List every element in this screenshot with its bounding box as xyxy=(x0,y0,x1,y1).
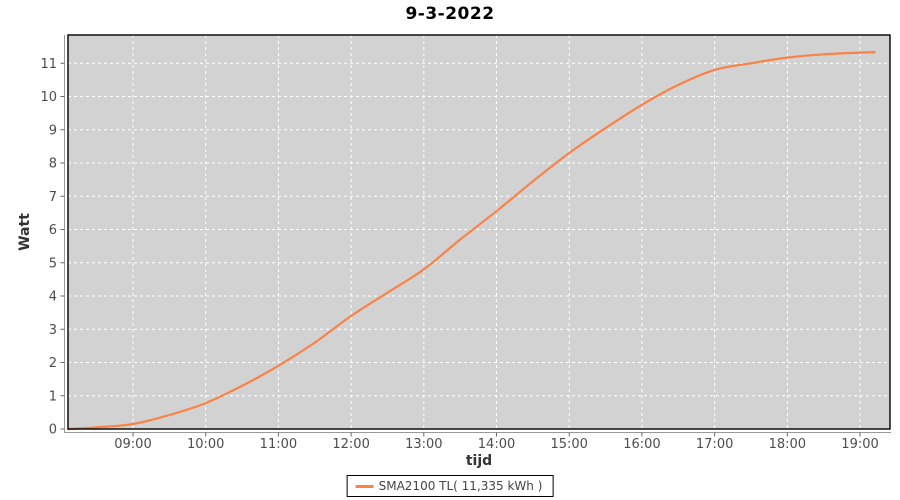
plot-area: 0 1 2 3 4 5 6 7 8 9 10 11 09:00 10:00 11:00 12:00 13:00 1… xyxy=(40,34,891,452)
y-axis-title: Watt xyxy=(17,213,33,251)
series-line xyxy=(67,51,876,431)
y-tick-label: 6 xyxy=(49,223,57,238)
y-tick-label: 11 xyxy=(40,57,57,72)
y-tick-label: 5 xyxy=(49,256,57,271)
x-tick-label: 18:00 xyxy=(769,437,806,452)
x-axis-title: tijd xyxy=(466,453,492,469)
x-tick-label: 13:00 xyxy=(405,437,442,452)
legend-line-swatch xyxy=(355,484,374,488)
y-tick-label: 0 xyxy=(49,423,57,438)
legend: SMA2100 TL( 11,335 kWh ) xyxy=(346,475,554,497)
y-tick-label: 7 xyxy=(49,190,57,205)
x-tick-label: 09:00 xyxy=(114,437,151,452)
x-tick-label: 19:00 xyxy=(841,437,878,452)
plot-border xyxy=(67,34,891,430)
legend-series-label: SMA2100 TL( 11,335 kWh ) xyxy=(378,479,543,493)
y-tick-label: 4 xyxy=(49,290,57,305)
y-tick-label: 9 xyxy=(49,123,57,138)
plot-background xyxy=(68,35,890,429)
y-tick-label: 1 xyxy=(49,389,57,404)
x-tick-label: 15:00 xyxy=(550,437,587,452)
x-tick-label: 12:00 xyxy=(332,437,369,452)
y-tick-label: 2 xyxy=(49,356,57,371)
x-tick-label: 17:00 xyxy=(696,437,733,452)
x-tick-label: 11:00 xyxy=(260,437,297,452)
x-tick-label: 10:00 xyxy=(187,437,224,452)
x-tick-label: 16:00 xyxy=(623,437,660,452)
y-tick-label: 10 xyxy=(40,90,57,105)
y-tick-label: 8 xyxy=(49,157,57,172)
x-tick-label: 14:00 xyxy=(478,437,515,452)
chart-title: 9-3-2022 xyxy=(405,4,495,24)
y-tick-label: 3 xyxy=(49,323,57,338)
